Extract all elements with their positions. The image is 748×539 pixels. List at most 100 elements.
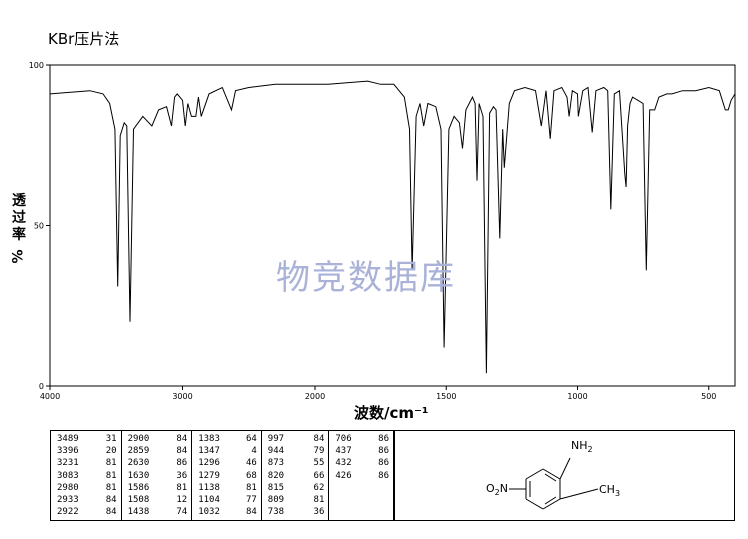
peak-transmittance: 86 bbox=[176, 458, 188, 469]
peak-transmittance: 84 bbox=[105, 495, 117, 506]
peak-transmittance: 20 bbox=[105, 446, 117, 457]
peak-row: 1138 81 bbox=[198, 482, 257, 494]
ring-bond bbox=[525, 498, 544, 510]
peak-table-column: 3489 31 3396 20 3231 81 3083 81 2980 81 2933 84 2922… bbox=[51, 431, 122, 520]
ring-bond bbox=[542, 468, 561, 480]
y-axis-label-char-1: 透 bbox=[12, 193, 26, 209]
peak-table: 3489 31 3396 20 3231 81 3083 81 2980 81 2933 84 2922… bbox=[50, 430, 394, 521]
peak-wavenumber: 2922 bbox=[57, 507, 79, 518]
peak-transmittance: 74 bbox=[176, 507, 188, 518]
peak-row: 1032 84 bbox=[198, 506, 257, 518]
structure-drawing bbox=[509, 457, 599, 510]
peak-transmittance: 55 bbox=[313, 458, 325, 469]
y-axis-ticks: 0 50 100 bbox=[29, 61, 50, 391]
peak-wavenumber: 997 bbox=[267, 434, 285, 444]
peak-table-column: 997 84 944 79 873 55 820 66 815 62 809 81 738 36 bbox=[262, 431, 330, 520]
peak-transmittance: 84 bbox=[245, 507, 257, 518]
peak-wavenumber: 1383 bbox=[198, 434, 220, 444]
y-tick-label: 0 bbox=[39, 382, 44, 391]
peak-row: 2900 84 bbox=[128, 433, 188, 445]
peak-transmittance: 81 bbox=[176, 482, 188, 493]
peak-transmittance: 46 bbox=[245, 458, 257, 469]
peak-wavenumber: 1032 bbox=[198, 507, 220, 518]
peak-wavenumber: 944 bbox=[267, 446, 285, 457]
methyl-group: CH3 bbox=[599, 483, 621, 499]
peak-transmittance: 36 bbox=[313, 507, 325, 518]
peak-transmittance: 81 bbox=[105, 482, 117, 493]
peak-row: 426 86 bbox=[335, 470, 389, 482]
peak-transmittance: 12 bbox=[176, 495, 188, 506]
peak-transmittance: 81 bbox=[313, 495, 325, 506]
y-axis-label-char-2: 过 bbox=[12, 210, 26, 226]
peak-transmittance: 86 bbox=[378, 470, 390, 481]
y-axis-label: 透 过 率 % bbox=[8, 193, 30, 265]
peak-transmittance: 77 bbox=[245, 495, 257, 506]
peak-row: 437 86 bbox=[335, 445, 389, 457]
peak-row: 3396 20 bbox=[57, 445, 117, 457]
peak-row: 2980 81 bbox=[57, 482, 117, 494]
peak-wavenumber: 1279 bbox=[198, 470, 220, 481]
peak-transmittance: 86 bbox=[378, 458, 390, 469]
peak-wavenumber: 1138 bbox=[198, 482, 220, 493]
ring-double-bond bbox=[544, 496, 557, 505]
peak-row: 1296 46 bbox=[198, 457, 257, 469]
peak-row: 1630 36 bbox=[128, 470, 188, 482]
x-tick-label: 1000 bbox=[567, 392, 587, 401]
peak-wavenumber: 1438 bbox=[127, 507, 150, 518]
amine-group: NH2 bbox=[571, 439, 593, 455]
y-tick-label: 50 bbox=[34, 222, 44, 231]
ring-bond bbox=[542, 498, 561, 510]
peak-row: 1104 77 bbox=[198, 494, 257, 506]
peak-row: 2933 84 bbox=[57, 494, 117, 506]
transmittance-trace bbox=[49, 80, 736, 374]
peak-row: 944 79 bbox=[268, 445, 325, 457]
ring-bond bbox=[525, 468, 544, 480]
peak-row: 3231 81 bbox=[57, 457, 117, 469]
peak-transmittance: 68 bbox=[245, 470, 257, 481]
peak-transmittance: 84 bbox=[105, 507, 117, 518]
peak-wavenumber: 1630 bbox=[127, 470, 150, 481]
y-tick-label: 100 bbox=[29, 61, 44, 70]
peak-transmittance: 84 bbox=[313, 434, 325, 444]
peak-wavenumber: 1586 bbox=[127, 482, 150, 493]
peak-row: 1586 81 bbox=[128, 482, 188, 494]
peak-transmittance: 86 bbox=[378, 434, 390, 444]
peak-transmittance: 31 bbox=[105, 434, 117, 444]
peak-table-column: 706 86 437 86 432 86 426 86 bbox=[329, 431, 393, 520]
peak-row: 2630 86 bbox=[128, 457, 188, 469]
amine-bond bbox=[559, 457, 571, 480]
peak-row: 2922 84 bbox=[57, 506, 117, 518]
x-tick-label: 3000 bbox=[172, 392, 192, 401]
peak-transmittance: 36 bbox=[176, 470, 188, 481]
peak-transmittance: 62 bbox=[313, 482, 325, 493]
peak-row: 706 86 bbox=[335, 433, 389, 445]
peak-transmittance: 81 bbox=[105, 470, 117, 481]
peak-row: 1347 4 bbox=[198, 445, 257, 457]
peak-row: 1508 12 bbox=[128, 494, 188, 506]
peak-wavenumber: 3396 bbox=[57, 446, 79, 457]
peak-wavenumber: 2933 bbox=[57, 495, 79, 506]
peak-wavenumber: 426 bbox=[335, 470, 352, 481]
peak-row: 432 86 bbox=[335, 457, 389, 469]
peak-transmittance: 81 bbox=[245, 482, 257, 493]
peak-row: 738 36 bbox=[268, 506, 325, 518]
x-tick-label: 2000 bbox=[305, 392, 325, 401]
x-axis-ticks: 4000 3000 2000 1500 1000 500 bbox=[40, 386, 716, 401]
peak-wavenumber: 1296 bbox=[198, 458, 220, 469]
x-tick-label: 1500 bbox=[436, 392, 456, 401]
peak-wavenumber: 815 bbox=[267, 482, 285, 493]
peak-transmittance: 81 bbox=[105, 458, 117, 469]
x-tick-label: 4000 bbox=[40, 392, 60, 401]
peak-transmittance: 4 bbox=[251, 446, 257, 457]
peak-wavenumber: 1508 bbox=[127, 495, 150, 506]
peak-transmittance: 79 bbox=[313, 446, 325, 457]
peak-wavenumber: 3231 bbox=[57, 458, 79, 469]
peak-row: 3489 31 bbox=[57, 433, 117, 445]
peak-wavenumber: 809 bbox=[267, 495, 285, 506]
peak-transmittance: 84 bbox=[176, 446, 188, 457]
peak-row: 809 81 bbox=[268, 494, 325, 506]
methyl-bond bbox=[559, 488, 599, 500]
peak-row: 815 62 bbox=[268, 482, 325, 494]
ir-spectrum-chart: 0 50 100 4000 3000 2000 1500 1000 500 bbox=[29, 61, 736, 401]
peak-wavenumber: 820 bbox=[267, 470, 285, 481]
